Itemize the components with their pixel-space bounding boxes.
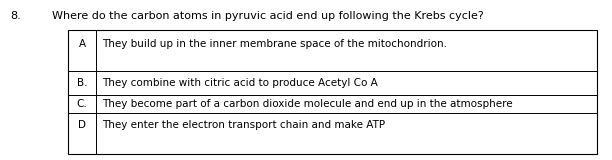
Text: B.: B. bbox=[76, 78, 88, 88]
Text: 8.: 8. bbox=[10, 11, 21, 21]
Bar bbox=[68, 30, 597, 154]
Text: They combine with citric acid to produce Acetyl Co A: They combine with citric acid to produce… bbox=[102, 78, 378, 88]
Text: They build up in the inner membrane space of the mitochondrion.: They build up in the inner membrane spac… bbox=[102, 39, 447, 49]
Text: A: A bbox=[78, 39, 86, 49]
Text: They enter the electron transport chain and make ATP: They enter the electron transport chain … bbox=[102, 120, 385, 130]
Text: They become part of a carbon dioxide molecule and end up in the atmosphere: They become part of a carbon dioxide mol… bbox=[102, 99, 513, 109]
Text: D: D bbox=[78, 120, 86, 130]
Text: C.: C. bbox=[76, 99, 88, 109]
Text: Where do the carbon atoms in pyruvic acid end up following the Krebs cycle?: Where do the carbon atoms in pyruvic aci… bbox=[52, 11, 483, 21]
